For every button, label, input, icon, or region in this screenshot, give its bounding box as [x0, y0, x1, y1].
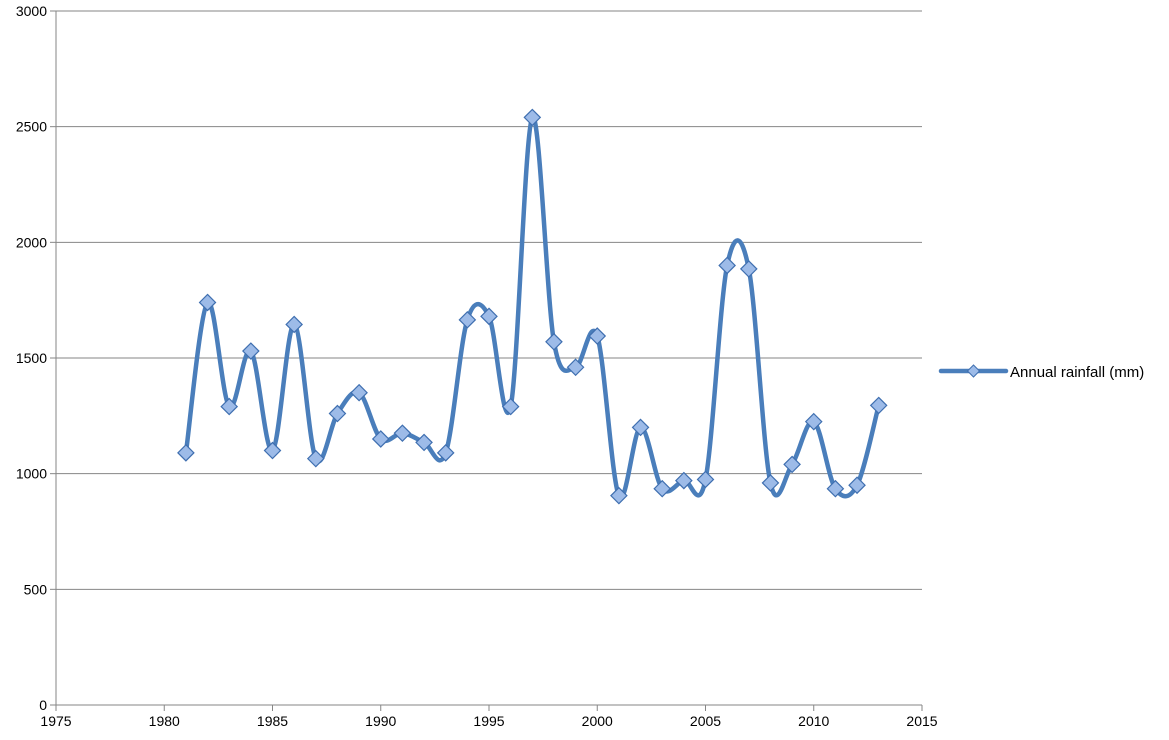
data-point-1995 [480, 307, 498, 326]
data-point-1982 [198, 293, 217, 312]
data-point-2011 [826, 479, 845, 498]
xtick-label-1990: 1990 [365, 713, 396, 729]
xtick-label-1980: 1980 [149, 713, 180, 729]
xtick-label-2005: 2005 [690, 713, 721, 729]
xtick-label-2015: 2015 [906, 713, 937, 729]
xtick-label-1975: 1975 [40, 713, 71, 729]
data-point-1999 [566, 358, 585, 377]
data-point-2012 [848, 476, 866, 495]
ytick-label-500: 500 [24, 581, 48, 597]
data-point-2005 [696, 470, 715, 489]
legend-label: Annual rainfall (mm) [1010, 364, 1144, 381]
data-point-2013 [869, 396, 888, 415]
ytick-label-1000: 1000 [16, 466, 47, 482]
data-point-1990 [371, 430, 390, 448]
data-point-2007 [739, 260, 758, 278]
data-point-1986 [285, 315, 303, 334]
data-point-1996 [501, 397, 520, 416]
ytick-label-2000: 2000 [16, 234, 47, 250]
xtick-label-2010: 2010 [798, 713, 829, 729]
data-point-1988 [328, 404, 347, 423]
data-point-2009 [783, 455, 801, 474]
data-point-1998 [545, 332, 563, 351]
data-point-1993 [436, 443, 455, 462]
data-point-1981 [177, 443, 195, 462]
grid-lines [56, 10, 922, 590]
series-line-0 [183, 115, 881, 500]
legend-marker-swatch [966, 364, 981, 378]
data-point-2003 [653, 479, 672, 498]
xtick-label-1995: 1995 [473, 713, 504, 729]
data-point-1987 [306, 449, 325, 468]
ytick-label-0: 0 [39, 697, 47, 713]
data-point-2000 [588, 327, 607, 345]
data-point-2002 [631, 418, 650, 437]
data-point-1992 [415, 433, 433, 452]
data-point-1997 [523, 108, 542, 127]
data-point-2004 [675, 471, 693, 490]
data-point-1984 [242, 342, 260, 360]
legend: Annual rainfall (mm) [938, 364, 1144, 381]
series-layer [177, 108, 888, 505]
xtick-label-1985: 1985 [257, 713, 288, 729]
ytick-label-1500: 1500 [16, 350, 47, 366]
data-point-2010 [804, 412, 823, 431]
tick-labels: 0 500 1000 1500 2000 2500 3000 1975 1980 1985 1990… [16, 3, 938, 729]
ytick-label-2500: 2500 [16, 119, 47, 135]
data-point-2006 [718, 256, 736, 275]
data-point-2008 [761, 474, 780, 492]
data-point-1983 [220, 397, 239, 416]
data-point-1994 [458, 310, 477, 329]
data-point-2001 [610, 486, 628, 505]
data-point-1989 [350, 383, 368, 402]
data-point-1985 [263, 441, 282, 460]
ytick-label-3000: 3000 [16, 3, 47, 19]
xtick-label-2000: 2000 [582, 713, 613, 729]
axes [50, 10, 923, 711]
data-point-1991 [393, 424, 412, 443]
